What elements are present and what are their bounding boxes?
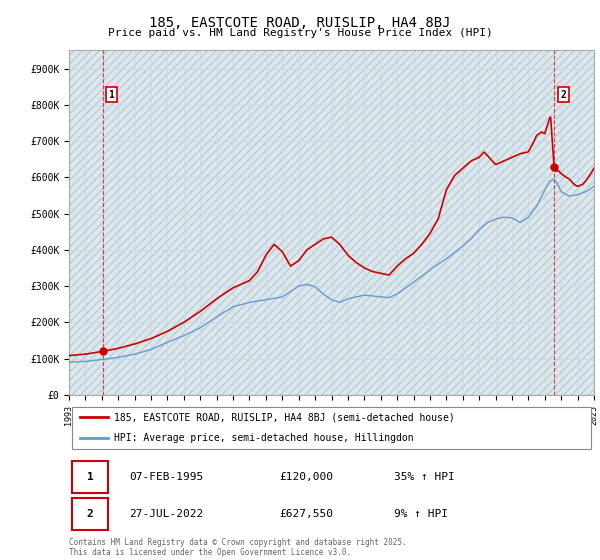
- Text: 2: 2: [560, 90, 566, 100]
- Text: 1: 1: [86, 472, 94, 482]
- Text: £627,550: £627,550: [279, 509, 333, 519]
- Text: HPI: Average price, semi-detached house, Hillingdon: HPI: Average price, semi-detached house,…: [113, 433, 413, 444]
- Text: 27-JUL-2022: 27-JUL-2022: [130, 509, 203, 519]
- FancyBboxPatch shape: [71, 407, 591, 449]
- Text: Price paid vs. HM Land Registry's House Price Index (HPI): Price paid vs. HM Land Registry's House …: [107, 28, 493, 38]
- Text: 9% ↑ HPI: 9% ↑ HPI: [395, 509, 449, 519]
- Text: 185, EASTCOTE ROAD, RUISLIP, HA4 8BJ: 185, EASTCOTE ROAD, RUISLIP, HA4 8BJ: [149, 16, 451, 30]
- Text: £120,000: £120,000: [279, 472, 333, 482]
- Text: 185, EASTCOTE ROAD, RUISLIP, HA4 8BJ (semi-detached house): 185, EASTCOTE ROAD, RUISLIP, HA4 8BJ (se…: [113, 412, 454, 422]
- Text: Contains HM Land Registry data © Crown copyright and database right 2025.
This d: Contains HM Land Registry data © Crown c…: [69, 538, 407, 557]
- Text: 2: 2: [86, 509, 94, 519]
- Text: 07-FEB-1995: 07-FEB-1995: [130, 472, 203, 482]
- Text: 35% ↑ HPI: 35% ↑ HPI: [395, 472, 455, 482]
- FancyBboxPatch shape: [71, 460, 109, 493]
- Text: 1: 1: [109, 90, 114, 100]
- FancyBboxPatch shape: [71, 498, 109, 530]
